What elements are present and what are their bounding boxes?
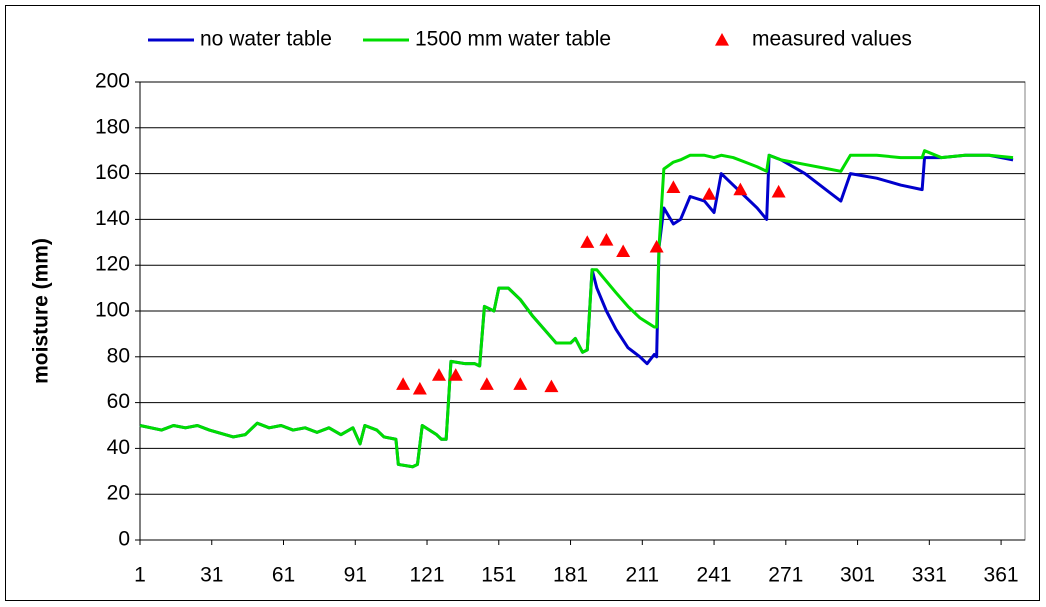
legend-label: 1500 mm water table [415, 28, 611, 51]
legend-marker [715, 33, 729, 46]
x-tick-label: 91 [344, 564, 367, 587]
legend-label: measured values [752, 28, 912, 51]
x-tick-label: 241 [697, 564, 732, 587]
x-tick-label: 151 [481, 564, 516, 587]
y-tick-label: 160 [95, 161, 130, 184]
y-tick-label: 20 [107, 482, 130, 505]
x-tick-label: 331 [912, 564, 947, 587]
y-tick-label: 100 [95, 299, 130, 322]
marker [412, 381, 427, 395]
marker [733, 182, 748, 196]
marker [544, 379, 559, 393]
x-tick-label: 271 [768, 564, 803, 587]
x-tick-label: 181 [553, 564, 588, 587]
y-tick-label: 180 [95, 115, 130, 138]
x-tick-label: 211 [626, 564, 659, 587]
y-tick-label: 140 [95, 207, 130, 230]
y-tick-label: 80 [107, 344, 130, 367]
x-tick-label: 301 [840, 564, 875, 587]
marker [666, 180, 681, 193]
marker [649, 239, 664, 253]
x-tick-label: 61 [272, 564, 295, 587]
marker [771, 184, 786, 198]
legend-label: no water table [200, 28, 332, 51]
marker [599, 233, 614, 246]
marker [448, 368, 463, 381]
marker [616, 244, 631, 258]
marker [702, 187, 717, 200]
x-tick-label: 121 [410, 564, 445, 587]
y-tick-label: 0 [118, 528, 130, 551]
marker [431, 368, 446, 381]
marker [396, 377, 411, 390]
y-axis-label: moisture (mm) [30, 238, 53, 384]
y-tick-label: 200 [95, 70, 130, 93]
marker [580, 235, 595, 248]
x-tick-label: 361 [984, 564, 1019, 587]
marker [513, 377, 528, 390]
marker [479, 377, 494, 390]
y-tick-label: 120 [95, 253, 130, 276]
y-tick-label: 40 [107, 436, 130, 459]
y-tick-label: 60 [107, 390, 130, 413]
x-tick-label: 1 [134, 564, 146, 587]
x-tick-label: 31 [200, 564, 223, 587]
line [139, 149, 1014, 469]
